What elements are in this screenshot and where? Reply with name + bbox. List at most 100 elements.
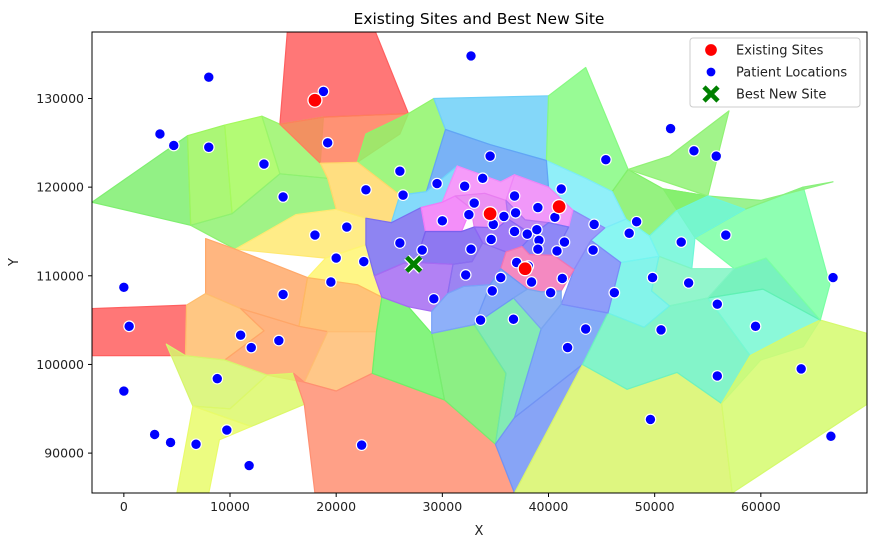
patient-location-point <box>688 144 700 157</box>
legend-existing-sites-marker <box>703 42 719 58</box>
chart-title: Existing Sites and Best New Site <box>354 10 605 28</box>
patient-location-point <box>277 288 289 301</box>
patient-location-point <box>258 158 270 170</box>
voronoi-region-61 <box>512 288 562 330</box>
patient-location-point <box>393 165 406 178</box>
patient-location-point <box>710 150 723 163</box>
y-tick-label: 130000 <box>36 91 84 106</box>
patient-location-point <box>655 323 667 336</box>
patient-location-point <box>211 372 224 385</box>
patient-location-point <box>711 370 724 382</box>
patient-location-point <box>462 208 475 221</box>
patient-location-point <box>148 428 161 441</box>
x-tick-label: 40000 <box>529 499 569 514</box>
patient-location-point <box>202 141 215 154</box>
patient-location-point <box>321 136 334 149</box>
existing-site-point <box>517 261 533 277</box>
legend-entry-label: Existing Sites <box>736 44 824 59</box>
existing-site-point <box>482 206 498 222</box>
y-axis: 90000 100000 110000 120000 130000 <box>36 91 92 461</box>
legend: Existing Sites Patient Locations Best New … <box>689 37 861 108</box>
patient-location-point <box>644 413 657 426</box>
patient-location-point <box>825 430 837 443</box>
patient-location-point <box>272 334 285 347</box>
patient-location-point <box>551 245 563 257</box>
patient-location-point <box>664 122 677 135</box>
patient-location-point <box>719 229 732 241</box>
legend-patient-locations-marker <box>705 66 717 78</box>
patient-location-point <box>431 177 443 190</box>
x-tick-label: 50000 <box>635 499 675 514</box>
patient-location-point <box>579 323 592 335</box>
patient-location-point <box>675 236 688 249</box>
y-tick-label: 90000 <box>44 446 84 461</box>
patient-location-point <box>525 276 538 288</box>
patient-location-point <box>521 228 534 241</box>
patient-location-point <box>556 272 569 285</box>
patient-location-point <box>330 252 343 264</box>
patient-location-point <box>436 214 449 227</box>
voronoi-region-32 <box>720 319 867 493</box>
legend-entry-label: Patient Locations <box>736 66 847 81</box>
patient-location-point <box>544 286 557 299</box>
patient-location-point <box>355 439 368 452</box>
patient-location-point <box>749 320 762 333</box>
patient-location-point <box>357 255 370 268</box>
patient-location-point <box>397 189 409 202</box>
patient-location-point <box>608 286 621 299</box>
patient-location-point <box>117 385 130 397</box>
patient-location-point <box>476 172 489 185</box>
patient-location-point <box>531 201 544 214</box>
x-axis: 0 10000 20000 30000 40000 50000 60000 <box>120 493 781 514</box>
patient-location-point <box>123 320 136 333</box>
patient-location-point <box>427 292 440 305</box>
patient-location-point <box>458 180 471 193</box>
patient-location-point <box>465 50 477 62</box>
x-tick-label: 60000 <box>741 499 781 514</box>
patient-location-point <box>485 233 498 246</box>
legend-entry-label: Best New Site <box>736 88 826 103</box>
patient-location-point <box>190 438 202 451</box>
patient-location-point <box>393 237 406 249</box>
patient-location-point <box>154 128 166 140</box>
y-tick-label: 100000 <box>36 357 84 372</box>
patient-location-point <box>309 229 321 241</box>
patient-location-point <box>508 190 521 202</box>
x-tick-label: 20000 <box>316 499 356 514</box>
patient-location-point <box>243 459 256 472</box>
patient-location-point <box>646 271 659 284</box>
plot-frame <box>91 31 868 494</box>
patient-location-point <box>587 244 599 256</box>
patient-location-point <box>245 341 258 354</box>
legend-box <box>689 37 861 108</box>
patient-location-point <box>630 215 643 228</box>
patient-location-point <box>277 190 289 203</box>
patient-location-point <box>507 313 520 326</box>
y-tick-label: 110000 <box>36 268 84 283</box>
y-tick-label: 120000 <box>36 180 84 195</box>
x-axis-label: X <box>475 524 484 539</box>
patient-location-point <box>599 153 612 166</box>
voronoi-region-22 <box>176 405 252 493</box>
existing-site-point <box>551 198 567 215</box>
patient-location-point <box>623 227 636 240</box>
best-new-site-marker <box>404 254 424 274</box>
y-axis-label: Y <box>7 258 22 267</box>
patient-location-point <box>494 271 507 284</box>
patient-location-point <box>558 236 571 249</box>
patient-location-point <box>682 276 695 289</box>
existing-site-point <box>307 92 323 108</box>
patient-location-point <box>531 243 544 256</box>
patient-location-point <box>360 183 372 196</box>
patient-location-point <box>340 221 353 233</box>
patient-location-point <box>827 271 839 284</box>
patient-location-point <box>220 424 233 436</box>
patient-location-point <box>117 281 130 294</box>
patient-location-point <box>795 362 808 375</box>
patient-location-point <box>167 139 180 152</box>
patient-location-point <box>555 183 568 195</box>
patient-location-point <box>317 85 330 98</box>
patient-location-point <box>509 206 522 219</box>
x-tick-label: 10000 <box>210 499 250 514</box>
